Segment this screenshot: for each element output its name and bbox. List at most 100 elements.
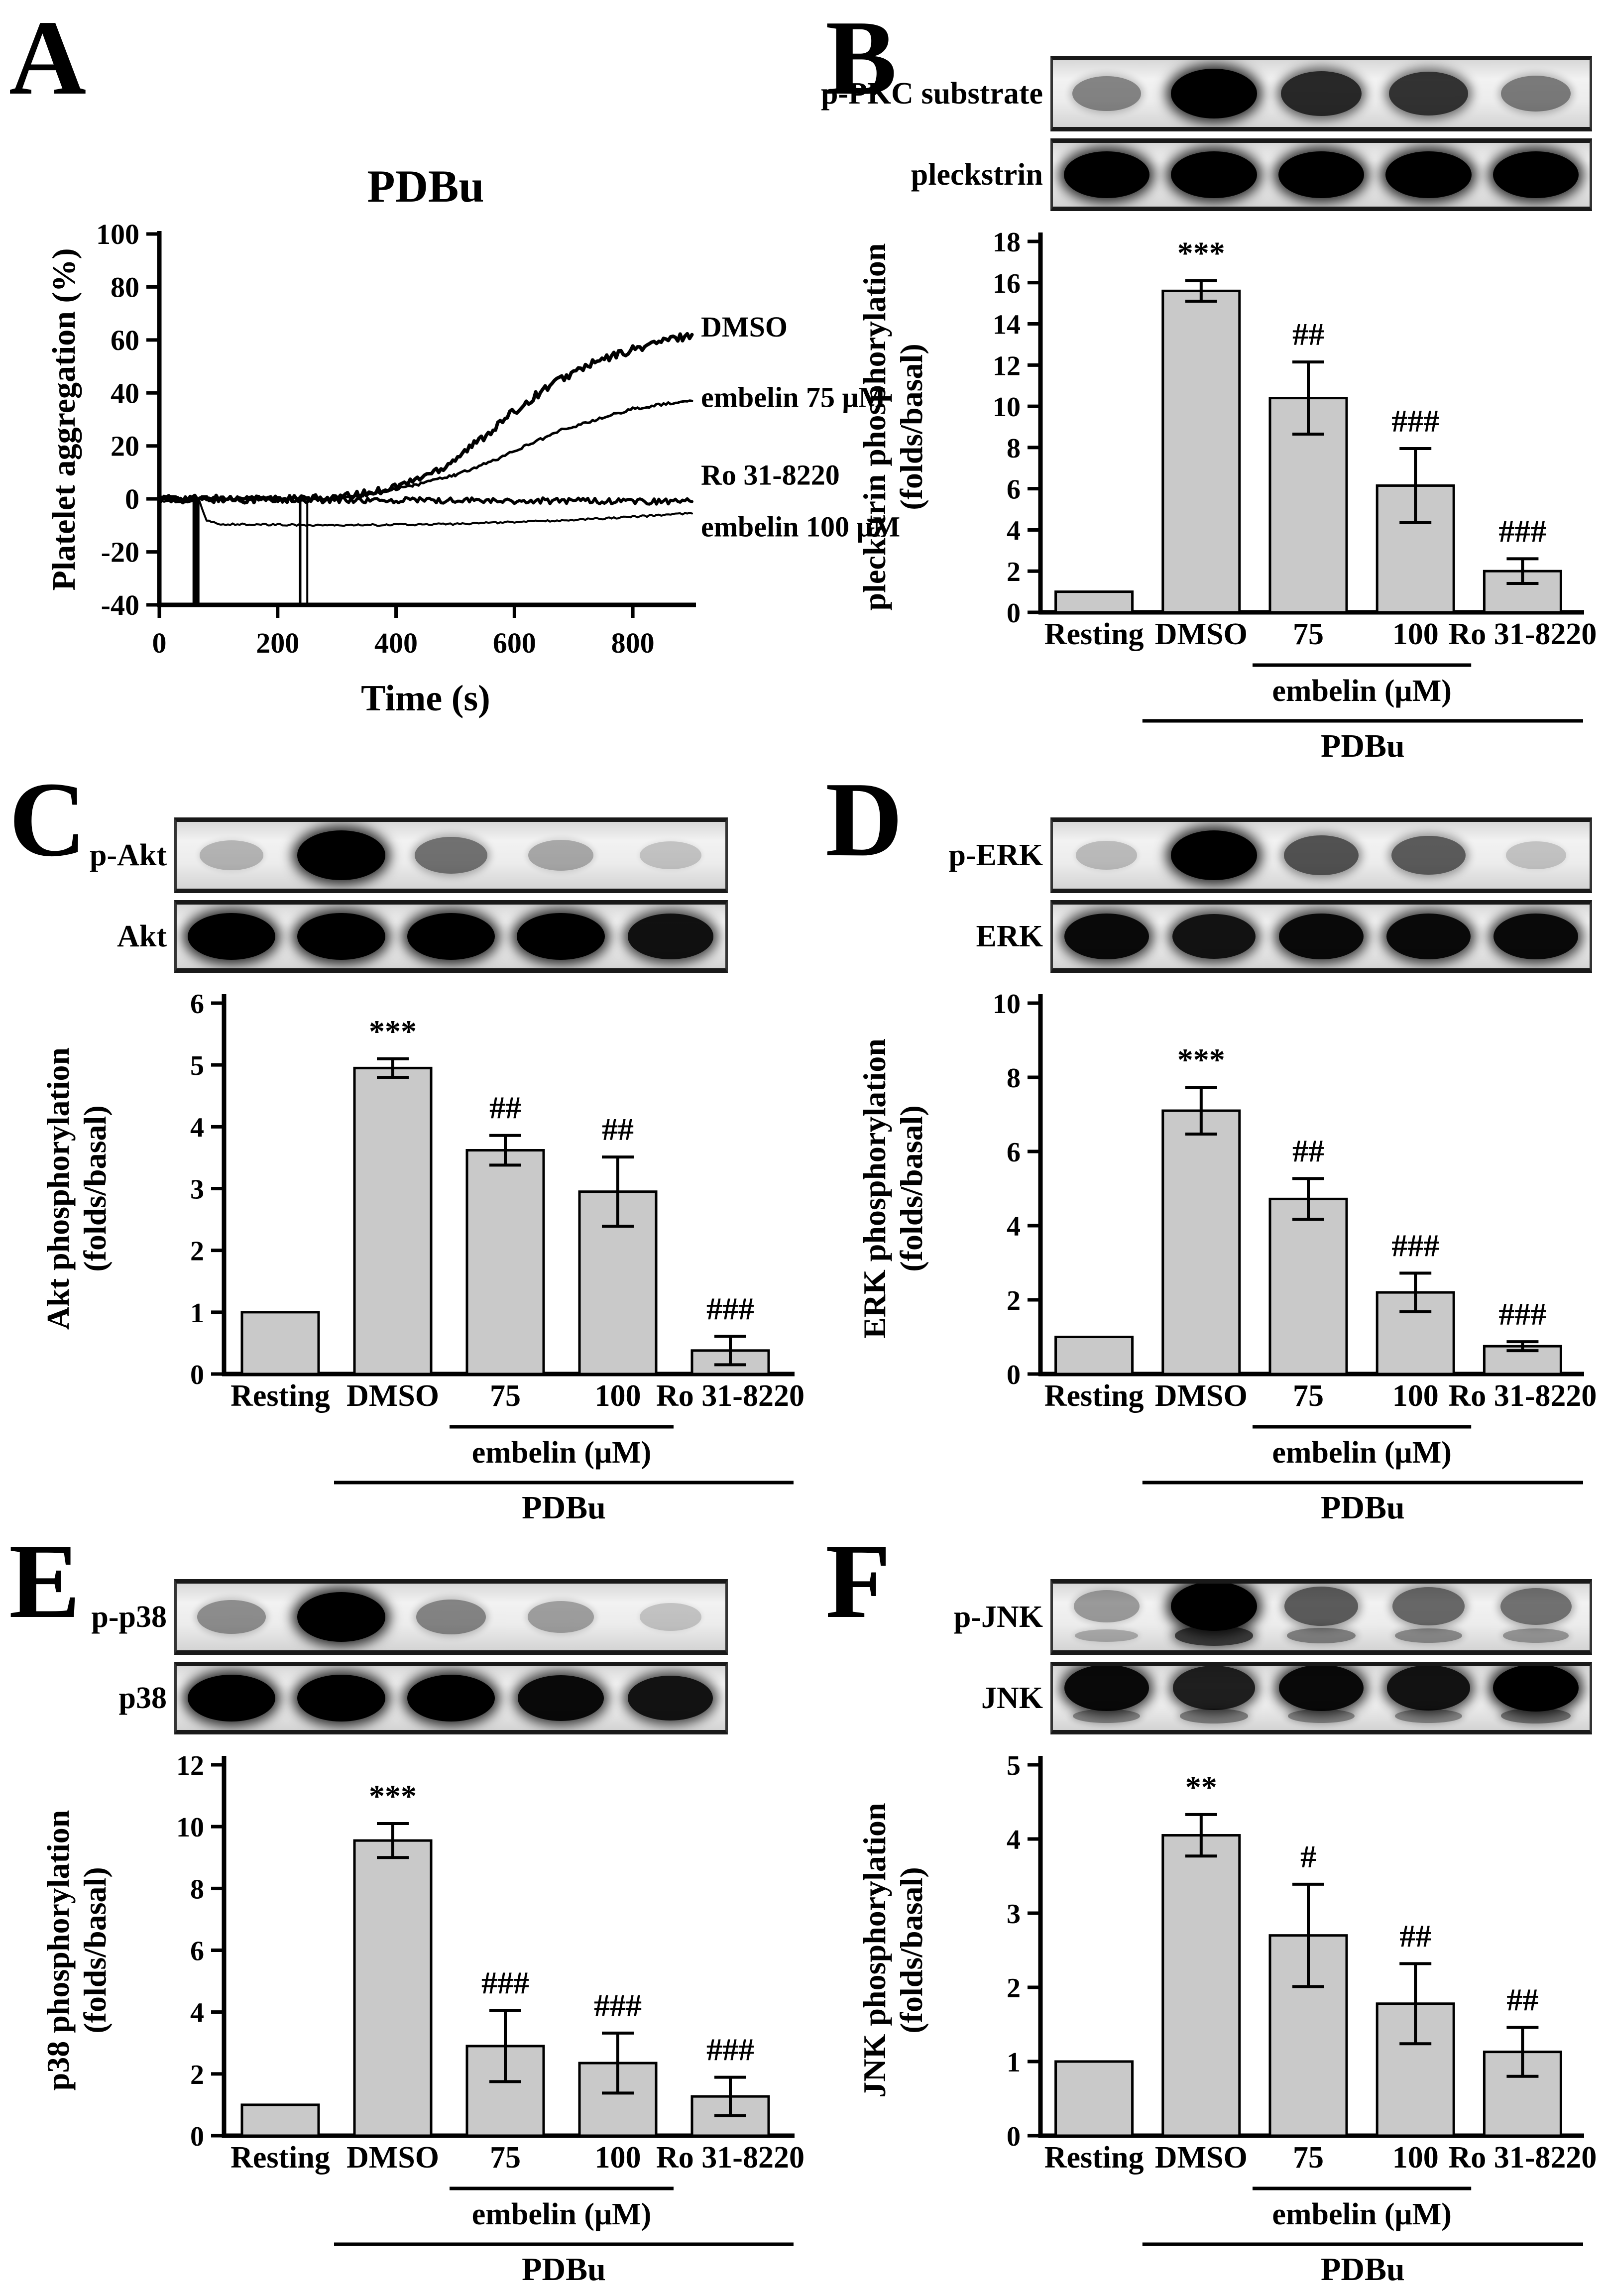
y-tick-label: 5: [190, 1050, 204, 1081]
category-label: 100: [595, 2141, 641, 2175]
blot-band: [1492, 151, 1579, 199]
pdbu-group-label: PDBu: [522, 1490, 606, 1526]
pdbu-group-label: PDBu: [1321, 2251, 1405, 2288]
significance-label: **: [1185, 1769, 1217, 1805]
blot-band: [1387, 1666, 1471, 1711]
y-tick-label: 12: [176, 1750, 204, 1781]
blot-band: [1073, 1590, 1140, 1623]
category-label: 75: [1293, 1379, 1324, 1413]
line-chart-svg: PDBu -40 -20 0 20 40 60 80 100 0 200 400 600 800 Time …: [46, 161, 900, 719]
blot-band: [1501, 76, 1571, 112]
bar: [1054, 1336, 1134, 1376]
y-axis-title: Platelet aggregation (%): [46, 248, 82, 591]
blot-label: p38: [118, 1681, 167, 1715]
blot-row: Akt: [0, 900, 816, 973]
category-label: DMSO: [1155, 617, 1248, 651]
blot-band: [1283, 835, 1359, 876]
category-label: DMSO: [346, 1379, 439, 1413]
blot-band: [1173, 1666, 1255, 1710]
y-tick-label: 8: [1007, 433, 1021, 464]
series-label: Ro 31-8220: [701, 459, 840, 491]
blot-band: [1075, 1629, 1139, 1642]
y-tick-label: 1: [1007, 2047, 1021, 2078]
embelin-group-label: embelin (μM): [472, 2197, 652, 2231]
phosphorylation-bar-chart: 0 2 4 6 8 10 12 14 16 18 Resting *** DMSO ## 75 ### 100 #…: [816, 214, 1606, 764]
x-tick-label: 200: [256, 627, 299, 659]
blot-band: [407, 913, 495, 960]
blot-band: [188, 1674, 276, 1722]
category-label: 100: [1392, 2141, 1439, 2175]
y-tick-label: 20: [111, 430, 139, 462]
y-tick-label: 0: [1007, 598, 1021, 629]
blot-label: JNK: [981, 1681, 1043, 1715]
blot-band: [1505, 841, 1566, 869]
stimulus-spike: [299, 499, 302, 605]
blot-band: [639, 841, 701, 869]
blot-band: [1171, 151, 1257, 199]
stimulus-spike: [192, 499, 200, 605]
y-tick-label: 16: [993, 268, 1021, 299]
y-tick-label: 10: [993, 989, 1021, 1020]
blot-band: [1395, 1709, 1462, 1723]
category-label: DMSO: [346, 2141, 439, 2175]
category-label: Ro 31-8220: [1448, 2141, 1597, 2175]
blot-band: [1501, 1708, 1571, 1724]
y-tick-label: 10: [176, 1812, 204, 1843]
significance-label: ##: [1292, 1133, 1324, 1168]
category-label: Ro 31-8220: [1448, 1379, 1597, 1413]
y-tick-label: 2: [1007, 1285, 1021, 1316]
y-tick-label: 80: [111, 271, 139, 303]
blot-band: [188, 913, 276, 960]
blot-label: pleckstrin: [911, 157, 1043, 192]
category-label: Resting: [1044, 1379, 1144, 1413]
bar-chart-svg: 0 2 4 6 8 10 12 14 16 18 Resting *** DMSO ## 75 ### 100 #…: [857, 227, 1597, 764]
category-label: Ro 31-8220: [656, 1379, 804, 1413]
y-tick-label: 4: [1007, 515, 1021, 546]
blot-band: [1391, 835, 1466, 875]
significance-label: ###: [594, 1988, 642, 2023]
y-tick-label: 2: [190, 1236, 204, 1267]
y-tick-label: 1: [190, 1298, 204, 1329]
significance-label: ##: [602, 1112, 634, 1147]
y-tick-label: 8: [1007, 1063, 1021, 1094]
x-tick-label: 600: [493, 627, 536, 659]
embelin-group-label: embelin (μM): [472, 1436, 652, 1470]
blot-band: [1500, 1588, 1572, 1625]
category-label: Ro 31-8220: [1448, 617, 1597, 651]
x-tick-label: 400: [374, 627, 418, 659]
blot-row: p-p38: [0, 1579, 816, 1655]
y-axis-title: (folds/basal): [77, 1867, 113, 2033]
blot-band: [297, 1674, 385, 1722]
significance-label: ###: [1498, 1296, 1546, 1332]
y-tick-label: 60: [111, 324, 139, 356]
blot-band: [197, 1600, 266, 1634]
western-blot-strip: [1050, 1579, 1592, 1655]
blot-band: [1395, 1628, 1462, 1643]
blot-band: [528, 840, 593, 871]
stimulus-spike: [306, 499, 309, 605]
significance-label: ***: [1177, 1042, 1225, 1077]
series-label: embelin 75 μM: [701, 381, 886, 413]
y-tick-label: 2: [1007, 1973, 1021, 2004]
western-blot-strip: [174, 1662, 728, 1734]
y-axis-title: pleckstrin phosphorylation: [857, 243, 892, 611]
pdbu-group-label: PDBu: [1321, 1490, 1405, 1526]
x-tick-label: 800: [611, 627, 655, 659]
blot-band: [517, 1675, 604, 1722]
panel-letter: B: [825, 0, 897, 117]
category-label: DMSO: [1155, 1379, 1248, 1413]
bar-chart-svg: 0 2 4 6 8 10 12 Resting *** DMSO ### 75 ### 100 ### Ro …: [40, 1750, 804, 2288]
significance-label: ##: [489, 1090, 521, 1126]
embelin-group-label: embelin (μM): [1272, 2197, 1452, 2231]
category-label: 75: [490, 1379, 521, 1413]
panel-b: B p-PKC substrate pleckstrin 0 2 4 6 8 10 12 14…: [816, 0, 1606, 764]
bar: [1161, 1834, 1241, 2137]
blot-row: p-PKC substrate: [816, 56, 1606, 131]
blot-band: [1171, 69, 1257, 118]
blot-band: [1284, 1587, 1359, 1626]
category-label: Resting: [230, 1379, 330, 1413]
bar-chart-svg: 0 2 4 6 8 10 Resting *** DMSO ## 75 ### 100 ### Ro 31-…: [857, 989, 1597, 1526]
y-tick-label: 6: [190, 989, 204, 1020]
chart-title: PDBu: [367, 161, 484, 212]
y-tick-label: 5: [1007, 1750, 1021, 1781]
